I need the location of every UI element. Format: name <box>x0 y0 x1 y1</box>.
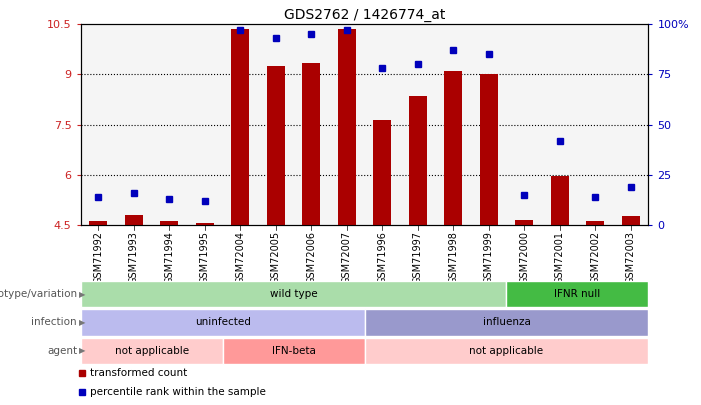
Text: GSM72007: GSM72007 <box>342 231 352 284</box>
Bar <box>444 71 462 225</box>
FancyBboxPatch shape <box>81 337 223 364</box>
FancyBboxPatch shape <box>365 309 648 336</box>
Text: GSM71995: GSM71995 <box>200 231 210 284</box>
FancyBboxPatch shape <box>223 337 365 364</box>
Bar <box>374 119 391 225</box>
Text: agent: agent <box>47 346 77 356</box>
Bar <box>302 63 320 225</box>
Bar <box>196 223 214 225</box>
FancyBboxPatch shape <box>506 281 648 307</box>
Bar <box>267 66 285 225</box>
Text: GSM71993: GSM71993 <box>129 231 139 284</box>
Text: uninfected: uninfected <box>195 318 250 327</box>
Text: not applicable: not applicable <box>470 346 543 356</box>
Text: GSM72005: GSM72005 <box>271 231 281 284</box>
Text: percentile rank within the sample: percentile rank within the sample <box>90 387 266 397</box>
Bar <box>231 29 249 225</box>
Text: IFNR null: IFNR null <box>554 289 601 299</box>
Text: transformed count: transformed count <box>90 367 187 377</box>
Text: GSM71999: GSM71999 <box>484 231 494 284</box>
Text: ▶: ▶ <box>79 290 86 298</box>
Text: GSM72002: GSM72002 <box>590 231 600 284</box>
Text: GSM72000: GSM72000 <box>519 231 529 284</box>
Text: GSM71992: GSM71992 <box>93 231 103 284</box>
Text: influenza: influenza <box>482 318 531 327</box>
Text: wild type: wild type <box>270 289 318 299</box>
Bar <box>125 215 143 225</box>
Text: GSM71996: GSM71996 <box>377 231 387 284</box>
Bar <box>515 220 533 225</box>
Bar <box>409 96 427 225</box>
Bar <box>551 176 569 225</box>
Bar <box>90 222 107 225</box>
Text: GSM72001: GSM72001 <box>554 231 565 284</box>
FancyBboxPatch shape <box>81 309 365 336</box>
Title: GDS2762 / 1426774_at: GDS2762 / 1426774_at <box>284 8 445 22</box>
Text: GSM71998: GSM71998 <box>448 231 458 284</box>
Text: ▶: ▶ <box>79 346 86 355</box>
Bar <box>586 222 604 225</box>
Bar <box>622 216 639 225</box>
Bar <box>338 29 355 225</box>
Text: infection: infection <box>32 318 77 327</box>
Text: GSM72004: GSM72004 <box>236 231 245 284</box>
Text: genotype/variation: genotype/variation <box>0 289 77 299</box>
Text: GSM71994: GSM71994 <box>164 231 175 284</box>
Text: GSM72006: GSM72006 <box>306 231 316 284</box>
Text: GSM72003: GSM72003 <box>626 231 636 284</box>
Bar <box>480 75 498 225</box>
FancyBboxPatch shape <box>365 337 648 364</box>
Text: GSM71997: GSM71997 <box>413 231 423 284</box>
Text: IFN-beta: IFN-beta <box>271 346 315 356</box>
Text: not applicable: not applicable <box>114 346 189 356</box>
Text: ▶: ▶ <box>79 318 86 327</box>
FancyBboxPatch shape <box>81 281 506 307</box>
Bar <box>161 222 178 225</box>
